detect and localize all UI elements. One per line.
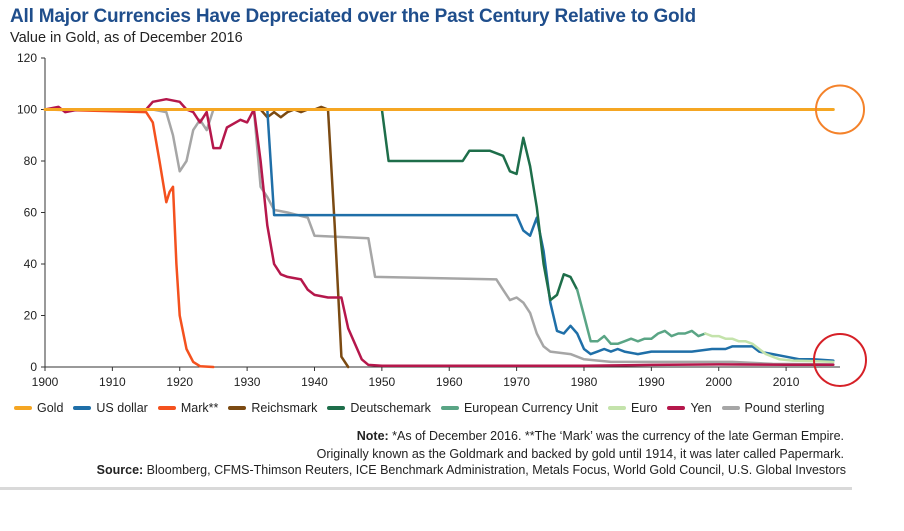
chart-subtitle: Value in Gold, as of December 2016 xyxy=(10,30,243,46)
y-tick-label: 0 xyxy=(30,360,37,374)
source-text: Bloomberg, CFMS-Thimson Reuters, ICE Ben… xyxy=(143,463,846,477)
legend-item: European Currency Unit xyxy=(440,401,599,415)
legend-label: Yen xyxy=(690,401,712,415)
series-line-yen xyxy=(43,97,835,367)
legend-swatch xyxy=(157,406,176,410)
legend-swatch xyxy=(73,406,92,410)
note-text-1: *As of December 2016. **The ‘Mark’ was t… xyxy=(388,429,844,443)
legend-label: European Currency Unit xyxy=(463,401,599,415)
x-tick-label: 1950 xyxy=(369,375,396,389)
legend-label: Mark** xyxy=(180,401,219,415)
y-tick-label: 100 xyxy=(17,103,37,117)
legend-swatch xyxy=(721,406,740,410)
series-line-deutschemark xyxy=(380,108,579,302)
x-tick-label: 1980 xyxy=(571,375,598,389)
legend-item: Euro xyxy=(608,401,657,415)
legend-item: Gold xyxy=(14,401,63,415)
x-tick-label: 2010 xyxy=(773,375,800,389)
gold-highlight-circle xyxy=(815,84,865,135)
series-line-euro xyxy=(704,332,835,364)
legend-item: Reichsmark xyxy=(228,401,317,415)
note-label: Note: xyxy=(356,429,389,443)
chart-source: Source: Bloomberg, CFMS-Thimson Reuters,… xyxy=(97,463,846,477)
legend-item: Pound sterling xyxy=(721,401,825,415)
legend-swatch xyxy=(667,406,686,410)
note-line-1: Note: *As of December 2016. **The ‘Mark’… xyxy=(317,427,844,445)
legend-label: Reichsmark xyxy=(251,401,318,415)
currencies-highlight-circle xyxy=(813,333,867,387)
x-tick-label: 1930 xyxy=(234,375,261,389)
series-line-pound-sterling xyxy=(151,108,835,366)
legend-label: Deutschemark xyxy=(350,401,431,415)
y-tick-label: 20 xyxy=(24,309,38,323)
legend-item: Yen xyxy=(667,401,712,415)
y-tick-label: 40 xyxy=(24,257,38,271)
x-tick-label: 1990 xyxy=(638,375,665,389)
chart-title: All Major Currencies Have Depreciated ov… xyxy=(10,6,696,27)
note-line-2: Originally known as the Goldmark and bac… xyxy=(316,447,844,461)
series-line-mark xyxy=(43,108,215,369)
bottom-divider xyxy=(0,487,852,490)
legend-swatch xyxy=(14,406,32,410)
chart-legend: Gold US dollar Mark** Reichsmark Deutschemar… xyxy=(14,399,894,417)
chart-plot: 0 20 40 60 80 100 120 1900 1910 1920 1930 1940 1950 1… xyxy=(17,51,867,389)
legend-label: Pound sterling xyxy=(744,401,825,415)
legend-swatch xyxy=(608,406,627,410)
x-tick-label: 1960 xyxy=(436,375,463,389)
x-tick-label: 1910 xyxy=(99,375,126,389)
x-tick-label: 1900 xyxy=(32,375,59,389)
legend-swatch xyxy=(327,406,346,410)
legend-item: Mark** xyxy=(157,401,219,415)
series-line-us-dollar xyxy=(266,108,835,362)
source-label: Source: xyxy=(96,463,144,477)
series-line-european-currency-unit xyxy=(575,288,707,346)
y-tick-label: 120 xyxy=(17,51,37,65)
legend-swatch xyxy=(440,406,459,410)
legend-label: Euro xyxy=(631,401,658,415)
x-tick-label: 1940 xyxy=(301,375,328,389)
series-line-reichsmark xyxy=(259,105,350,369)
y-tick-label: 60 xyxy=(24,206,38,220)
chart-note: Note: *As of December 2016. **The ‘Mark’… xyxy=(317,427,844,463)
legend-label: Gold xyxy=(37,401,64,415)
legend-label: US dollar xyxy=(96,401,148,415)
legend-swatch xyxy=(228,406,247,410)
legend-item: Deutschemark xyxy=(327,401,431,415)
x-tick-label: 1970 xyxy=(503,375,530,389)
y-tick-label: 80 xyxy=(24,154,38,168)
legend-item: US dollar xyxy=(73,401,148,415)
x-tick-label: 1920 xyxy=(166,375,193,389)
x-tick-label: 2000 xyxy=(705,375,732,389)
